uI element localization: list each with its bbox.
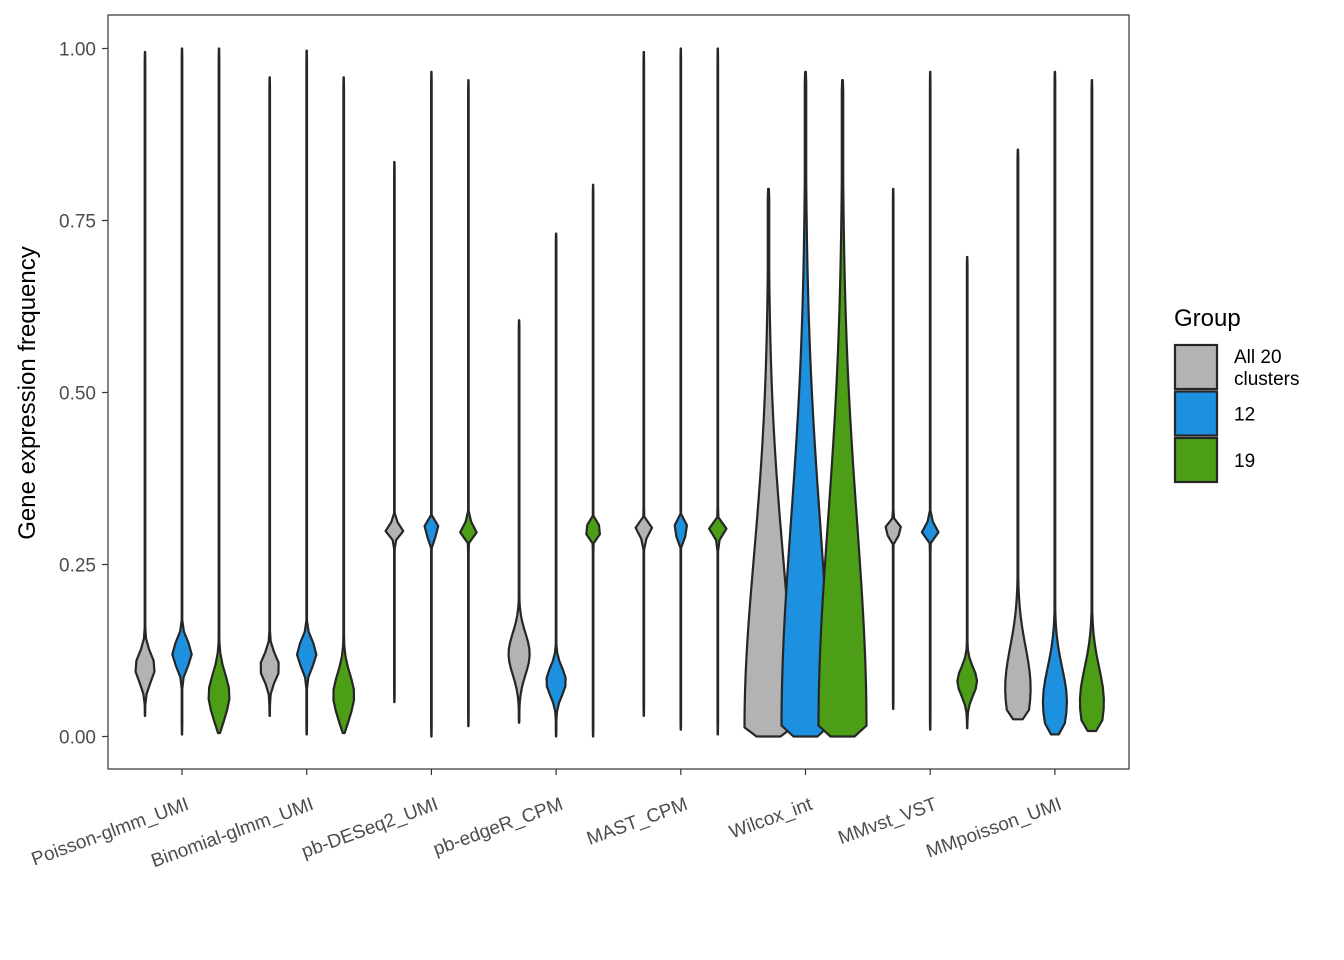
violin xyxy=(1041,70,1068,736)
violin xyxy=(423,70,440,738)
legend-title: Group xyxy=(1174,305,1241,332)
legend-label: All 20 xyxy=(1234,347,1282,368)
legend-key xyxy=(1173,390,1219,437)
plot-panel xyxy=(107,14,1130,770)
x-tick-label: Wilcox_int xyxy=(727,794,816,844)
y-tick-label: 0.50 xyxy=(59,384,96,405)
y-tick-label: 0.75 xyxy=(59,212,96,233)
violin xyxy=(780,70,831,738)
violin xyxy=(295,49,318,736)
legend-label: 19 xyxy=(1234,451,1255,472)
violin xyxy=(171,47,193,736)
violin xyxy=(207,47,231,735)
violin xyxy=(384,160,405,704)
violin xyxy=(507,319,531,724)
violin xyxy=(332,76,356,735)
violin xyxy=(1004,148,1032,721)
violin xyxy=(708,47,728,736)
violin xyxy=(884,187,902,711)
violin xyxy=(545,232,567,738)
y-tick-label: 1.00 xyxy=(59,40,96,61)
violin-layer xyxy=(134,47,1105,738)
violin xyxy=(920,70,940,731)
violin xyxy=(743,187,794,738)
violin xyxy=(459,79,478,728)
x-tick-label: MMvst_VST xyxy=(836,794,941,849)
violin xyxy=(585,183,602,738)
violin xyxy=(956,255,979,730)
violin xyxy=(1078,79,1105,733)
x-axis: Poisson-glmm_UMIBinomial-glmm_UMIpb-DESe… xyxy=(29,769,1065,872)
violin xyxy=(817,79,868,738)
violin xyxy=(673,47,689,731)
legend-label: clusters xyxy=(1234,369,1299,390)
y-tick-label: 0.00 xyxy=(59,728,96,749)
x-tick-label: pb-DESeq2_UMI xyxy=(299,794,441,863)
violin xyxy=(259,76,280,717)
legend-key xyxy=(1173,343,1219,391)
x-tick-label: MMpoisson_UMI xyxy=(923,794,1064,862)
x-tick-label: MAST_CPM xyxy=(584,794,690,850)
violin xyxy=(634,50,654,717)
x-tick-label: pb-edgeR_CPM xyxy=(431,794,566,860)
violin xyxy=(134,50,156,717)
y-axis-title: Gene expression frequency xyxy=(14,246,41,540)
y-axis: 0.00 0.25 0.50 0.75 1.00 xyxy=(59,40,108,749)
legend-label: 12 xyxy=(1234,405,1255,426)
y-tick-label: 0.25 xyxy=(59,556,96,577)
legend-key xyxy=(1173,436,1219,484)
